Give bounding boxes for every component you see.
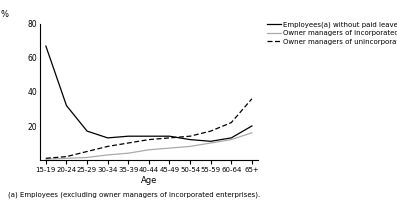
Text: %: % bbox=[0, 10, 8, 19]
Text: (a) Employees (excluding owner managers of incorporated enterprises).: (a) Employees (excluding owner managers … bbox=[8, 192, 260, 198]
X-axis label: Age: Age bbox=[141, 176, 157, 185]
Legend: Employees(a) without paid leave entitlements, Owner managers of incorporated ent: Employees(a) without paid leave entitlem… bbox=[267, 21, 397, 45]
